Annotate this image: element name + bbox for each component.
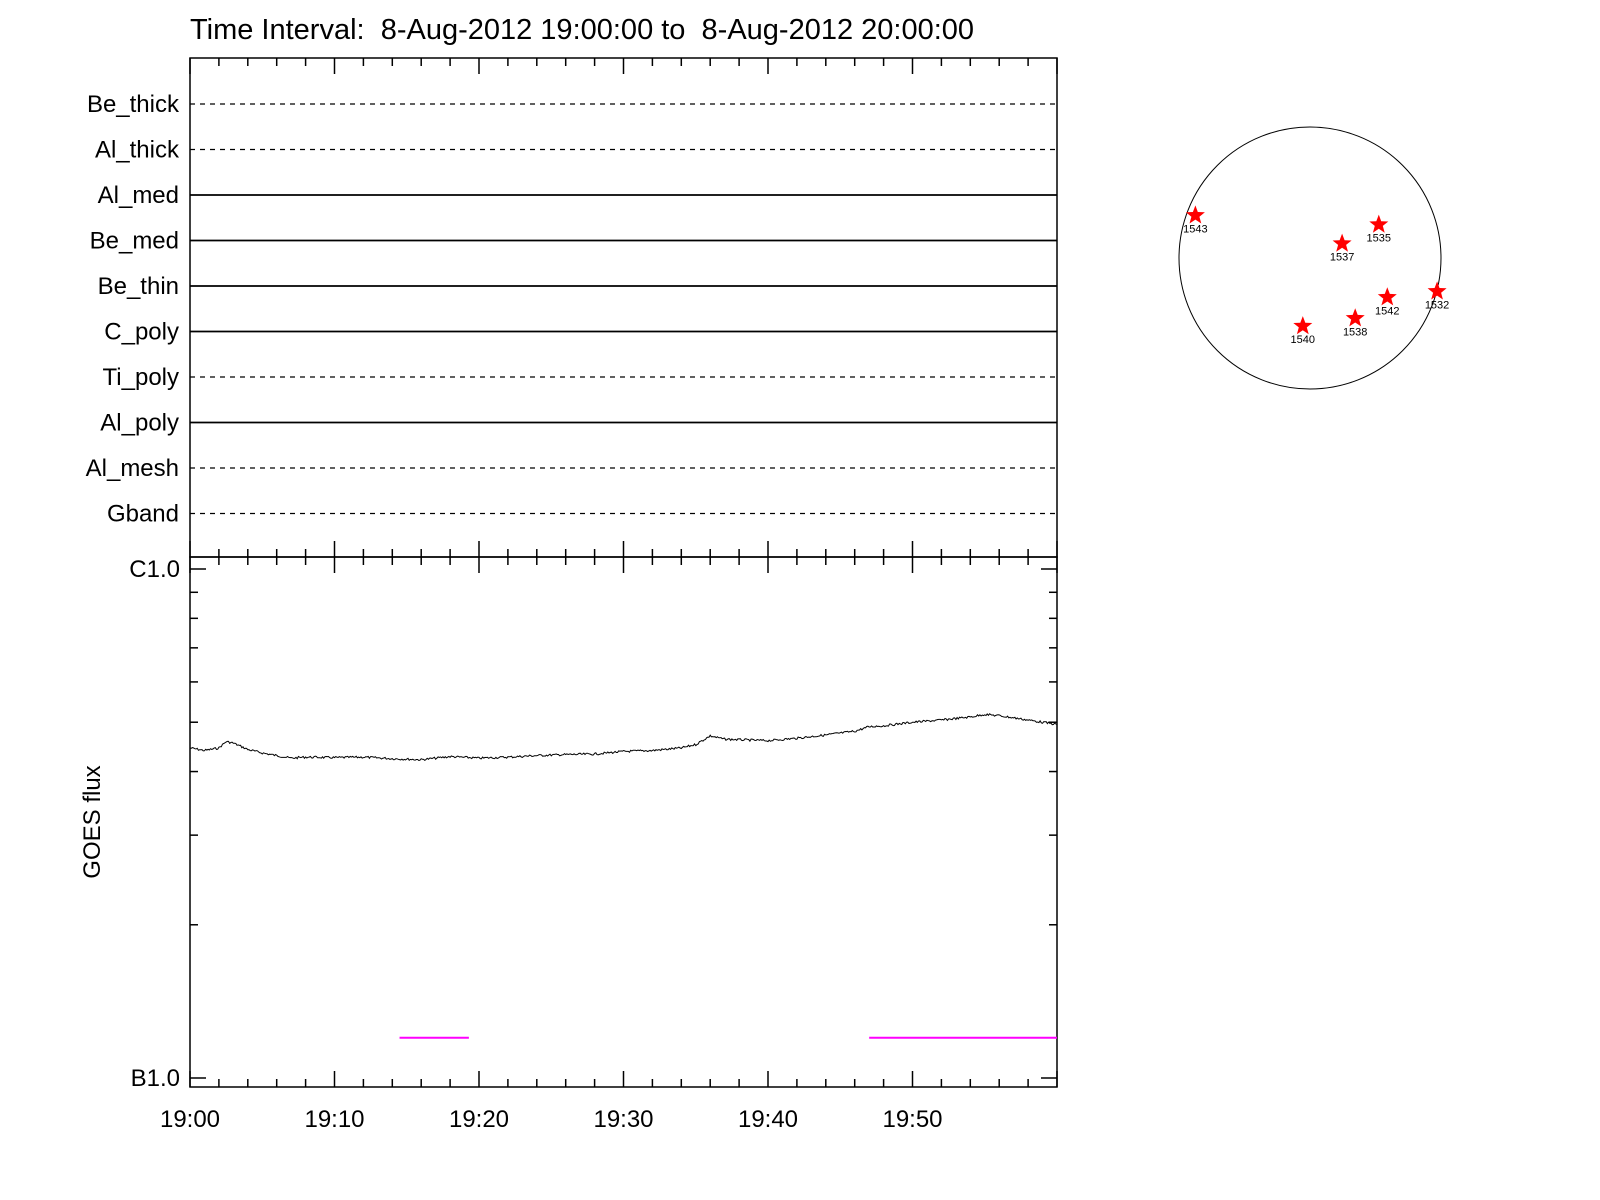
- active-region-label: 1543: [1183, 223, 1207, 235]
- active-region-label: 1532: [1425, 299, 1449, 311]
- goes-flux-line: [189, 713, 1058, 762]
- timeline-row-label: Al_thick: [95, 137, 180, 164]
- active-region-label: 1538: [1343, 326, 1367, 338]
- instrument-timeline-panel: Be_thick Al_thick Al_med Be_med Be_thin C_pol…: [86, 57, 1058, 558]
- active-region-label: 1537: [1330, 252, 1354, 264]
- solar-disk-map: 1543 1535 1537 1542 1532 1540 1538: [1178, 126, 1449, 390]
- active-region-star: [1427, 281, 1447, 300]
- timeline-row-label: Al_poly: [100, 410, 179, 437]
- goes-x-tick-label: 19:20: [449, 1106, 509, 1133]
- goes-x-tick-label: 19:00: [160, 1106, 220, 1133]
- timeline-row-label: Al_med: [98, 182, 179, 209]
- solar-disk-outline: [1178, 126, 1442, 390]
- goes-y-axis-label: GOES flux: [79, 765, 106, 878]
- goes-x-tick-label: 19:40: [738, 1106, 798, 1133]
- active-region-star: [1185, 205, 1205, 224]
- active-region-star: [1293, 316, 1313, 335]
- goes-x-tick-label: 19:30: [593, 1106, 653, 1133]
- active-region-label: 1542: [1375, 305, 1399, 317]
- goes-x-tick-label: 19:50: [882, 1106, 942, 1133]
- goes-x-tick-label: 19:10: [304, 1106, 364, 1133]
- timeline-row-label: Ti_poly: [103, 364, 179, 391]
- goes-y-tick-label: C1.0: [129, 556, 180, 583]
- timeline-row-label: Be_thin: [98, 273, 179, 300]
- goes-y-tick-label: B1.0: [131, 1065, 180, 1092]
- active-region-star: [1377, 287, 1397, 306]
- goes-flux-panel: 19:00 19:10 19:20 19:30 19:40 19:50 C1.0 B1.0 GO…: [79, 556, 1058, 1133]
- timeline-row-label: Be_med: [90, 228, 179, 255]
- goes-frame: [189, 556, 1058, 1088]
- active-region-label: 1535: [1367, 233, 1391, 245]
- timeline-frame: [189, 57, 1058, 558]
- timeline-row-label: Be_thick: [87, 91, 180, 118]
- active-region-star: [1332, 233, 1352, 252]
- active-region-star: [1345, 308, 1365, 327]
- chart-title: Time Interval: 8-Aug-2012 19:00:00 to 8-…: [190, 14, 975, 46]
- active-region-label: 1540: [1291, 334, 1315, 346]
- timeline-row-label: C_poly: [104, 319, 179, 346]
- active-region-star: [1369, 214, 1389, 233]
- timeline-row-label: Al_mesh: [86, 455, 179, 482]
- timeline-row-label: Gband: [107, 501, 179, 528]
